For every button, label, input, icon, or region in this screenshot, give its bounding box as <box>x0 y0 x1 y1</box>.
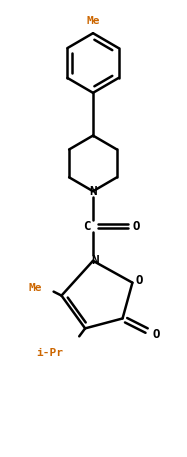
Text: N: N <box>89 185 97 198</box>
Text: O: O <box>132 219 140 233</box>
Text: C: C <box>84 219 91 233</box>
Text: Me: Me <box>28 282 42 292</box>
Text: N: N <box>91 254 99 267</box>
Text: i-Pr: i-Pr <box>36 348 63 358</box>
Text: Me: Me <box>86 16 100 26</box>
Text: O: O <box>152 328 160 341</box>
Text: O: O <box>135 274 143 287</box>
